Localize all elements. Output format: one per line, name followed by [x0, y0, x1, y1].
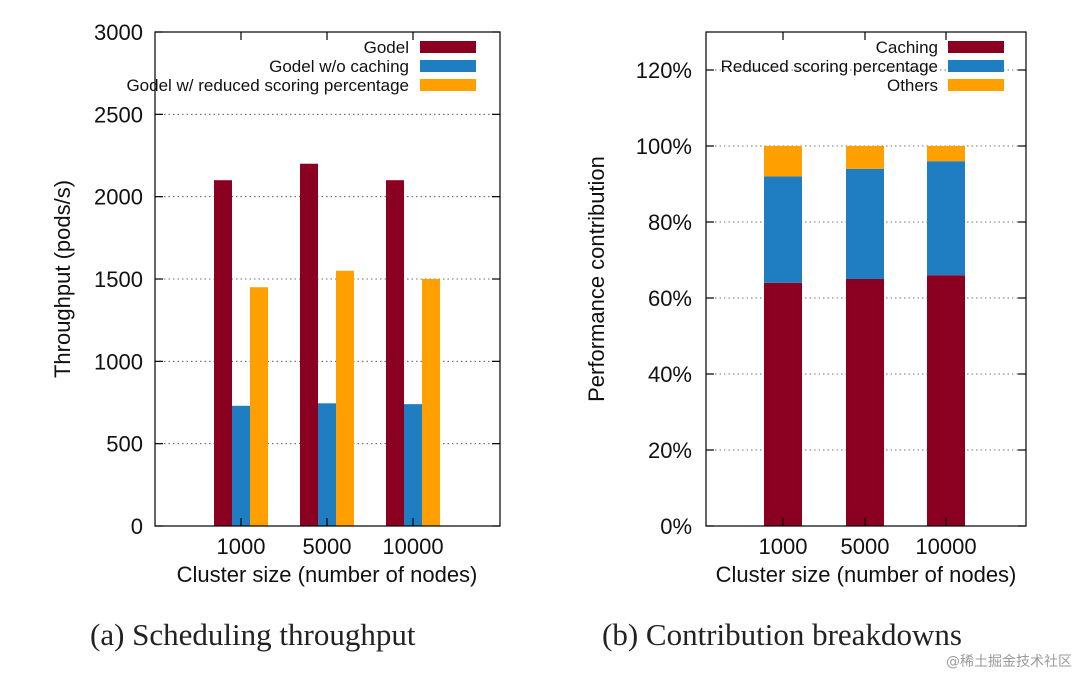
chart-a-bar — [386, 180, 404, 526]
chart-b-y-tick-label: 100% — [636, 134, 692, 159]
chart-b-y-tick-label: 40% — [648, 362, 692, 387]
chart-a-legend-label: Godel w/o caching — [269, 57, 409, 76]
chart-a-x-ticks: 1000 5000 10000 — [217, 32, 444, 559]
chart-b-legend-label: Reduced scoring percentage — [721, 57, 938, 76]
chart-a-y-ticks: 0 500 1000 1500 2000 2500 3000 — [94, 20, 500, 539]
chart-a-bar — [318, 403, 336, 526]
chart-a-x-tick-label: 1000 — [217, 534, 266, 559]
chart-contribution: 0% 20% 40% 60% 80% 100% 120% 1000 5000 10000 Cac… — [584, 31, 1027, 652]
chart-a-x-tick-label: 5000 — [303, 534, 352, 559]
chart-b-y-tick-label: 0% — [660, 514, 692, 539]
chart-b-bar-segment — [927, 161, 965, 276]
chart-b-bar-segment — [764, 176, 802, 283]
chart-b-x-tick-label: 5000 — [841, 534, 890, 559]
chart-b-bar-segment — [927, 146, 965, 162]
chart-a-bar — [300, 163, 318, 526]
chart-b-y-tick-label: 20% — [648, 438, 692, 463]
chart-b-x-axis-label: Cluster size (number of nodes) — [716, 562, 1017, 587]
chart-b-legend-label: Others — [887, 76, 938, 95]
chart-a-bar — [422, 279, 440, 526]
chart-a-legend-swatch — [420, 41, 476, 53]
chart-b-bar-segment — [927, 275, 965, 526]
chart-b-bar-segment — [764, 282, 802, 526]
chart-a-legend-label: Godel — [364, 38, 409, 57]
chart-a-x-axis-label: Cluster size (number of nodes) — [177, 562, 478, 587]
watermark: @稀土掘金技术社区 — [946, 654, 1072, 670]
chart-a-bar — [214, 180, 232, 526]
chart-b-bar-segment — [846, 168, 884, 279]
chart-b-y-tick-label: 60% — [648, 286, 692, 311]
chart-a-bar — [404, 404, 422, 526]
chart-a-y-tick-label: 2000 — [94, 185, 143, 210]
chart-b-y-axis-label: Performance contribution — [584, 156, 609, 402]
chart-b-bar-segment — [846, 146, 884, 169]
chart-a-y-tick-label: 3000 — [94, 20, 143, 45]
chart-a-legend-label: Godel w/ reduced scoring percentage — [126, 76, 409, 95]
chart-b-legend-swatch — [948, 41, 1004, 53]
chart-a-bar — [336, 270, 354, 526]
chart-b-bars — [764, 146, 965, 526]
chart-b-x-ticks: 1000 5000 10000 — [759, 32, 977, 559]
chart-b-legend-swatch — [948, 60, 1004, 72]
chart-a-bars — [214, 163, 440, 526]
chart-a-x-tick-label: 10000 — [382, 534, 443, 559]
chart-b-bar-segment — [764, 146, 802, 177]
chart-a-y-tick-label: 1000 — [94, 349, 143, 374]
chart-a-y-tick-label: 2500 — [94, 102, 143, 127]
chart-a-caption: (a) Scheduling throughput — [90, 617, 416, 652]
chart-b-x-tick-label: 1000 — [759, 534, 808, 559]
chart-b-bar-segment — [846, 279, 884, 526]
chart-b-y-tick-label: 80% — [648, 210, 692, 235]
chart-b-y-tick-label: 120% — [636, 58, 692, 83]
chart-b-x-tick-label: 10000 — [915, 534, 976, 559]
chart-a-legend-swatch — [420, 79, 476, 91]
chart-a-gridlines — [155, 113, 500, 445]
chart-throughput: 0 500 1000 1500 2000 2500 3000 1000 5000 10000 G… — [50, 20, 501, 652]
chart-a-legend-swatch — [420, 60, 476, 72]
chart-b-legend-swatch — [948, 79, 1004, 91]
chart-a-y-tick-label: 0 — [131, 514, 143, 539]
chart-a-bar — [250, 287, 268, 526]
chart-b-caption: (b) Contribution breakdowns — [602, 617, 962, 652]
chart-a-y-tick-label: 1500 — [94, 267, 143, 292]
chart-a-bar — [232, 405, 250, 526]
chart-a-y-axis-label: Throughput (pods/s) — [50, 180, 75, 378]
chart-a-y-tick-label: 500 — [106, 432, 143, 457]
chart-b-frame — [705, 31, 1027, 527]
chart-b-legend-label: Caching — [876, 38, 938, 57]
chart-b-y-ticks: 0% 20% 40% 60% 80% 100% 120% — [636, 58, 1026, 539]
